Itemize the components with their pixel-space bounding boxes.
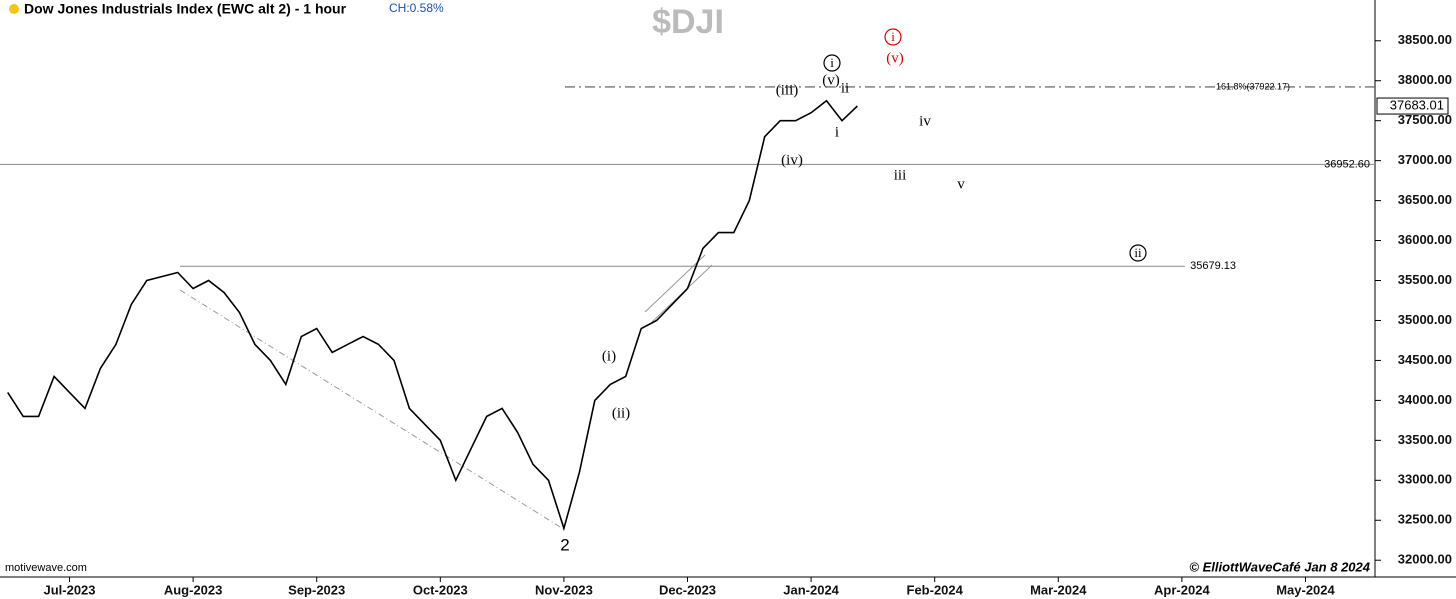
y-tick-label: 33500.00 [1398, 432, 1452, 447]
x-tick-label: Jul-2023 [43, 582, 95, 597]
y-tick-label: 34500.00 [1398, 352, 1452, 367]
wave-label: (iv) [781, 152, 803, 168]
x-tick-label: Mar-2024 [1030, 582, 1087, 597]
y-tick-label: 36000.00 [1398, 232, 1452, 247]
wave-label: 2 [560, 535, 569, 554]
x-tick-label: Nov-2023 [535, 582, 593, 597]
trend-line [179, 289, 566, 531]
y-tick-label: 37000.00 [1398, 152, 1452, 167]
symbol-watermark: $DJI [652, 3, 724, 41]
status-dot [9, 4, 19, 14]
y-tick-label: 37500.00 [1398, 112, 1452, 127]
last-price-box [1376, 97, 1449, 115]
reference-label: 36952.60 [1324, 158, 1370, 170]
y-tick-label: 36500.00 [1398, 192, 1452, 207]
x-tick-label: Aug-2023 [164, 582, 223, 597]
wave-label: (i) [602, 348, 616, 364]
last-price-label: 37683.01 [1390, 97, 1444, 112]
y-tick-label: 34000.00 [1398, 392, 1452, 407]
price-line [7, 99, 858, 532]
wave-label: iii [894, 167, 907, 183]
wave-circle [884, 28, 902, 46]
y-tick-label: 32500.00 [1398, 512, 1452, 527]
y-tick-label: 35000.00 [1398, 312, 1452, 327]
x-tick-label: Feb-2024 [907, 582, 964, 597]
wave-label: v [957, 176, 965, 192]
source: motivewave.com [5, 562, 87, 574]
wave-circle [823, 54, 841, 72]
wave-label: i [891, 29, 895, 44]
y-tick-label: 35500.00 [1398, 272, 1452, 287]
x-tick-label: Oct-2023 [413, 582, 468, 597]
credit: © ElliottWaveCafé Jan 8 2024 [1189, 559, 1370, 574]
wave-label: i [830, 55, 834, 70]
wave-circle [1129, 244, 1147, 262]
chart-title: Dow Jones Industrials Index (EWC alt 2) … [24, 1, 347, 17]
wave-label: (iii) [776, 82, 799, 98]
reference-label: 35679.13 [1190, 260, 1236, 272]
wave-label: (v) [886, 50, 904, 66]
y-tick-label: 32000.00 [1398, 552, 1452, 567]
wave-label: ii [1134, 245, 1142, 260]
change-label: CH:0.58% [389, 1, 444, 15]
wave-label: (ii) [612, 405, 630, 421]
channel-line [644, 254, 706, 313]
x-tick-label: Apr-2024 [1154, 582, 1210, 597]
x-tick-label: May-2024 [1276, 582, 1335, 597]
y-tick-label: 38000.00 [1398, 72, 1452, 87]
x-tick-label: Dec-2023 [659, 582, 716, 597]
wave-label: ii [841, 80, 849, 96]
reference-label: 161.8%(37922.17) [1216, 81, 1290, 91]
x-tick-label: Sep-2023 [288, 582, 345, 597]
y-tick-label: 33000.00 [1398, 472, 1452, 487]
x-tick-label: Jan-2024 [783, 582, 839, 597]
wave-label: i [835, 124, 839, 140]
wave-label: (v) [822, 72, 840, 88]
y-tick-label: 38500.00 [1398, 32, 1452, 47]
wave-label: iv [919, 113, 931, 129]
